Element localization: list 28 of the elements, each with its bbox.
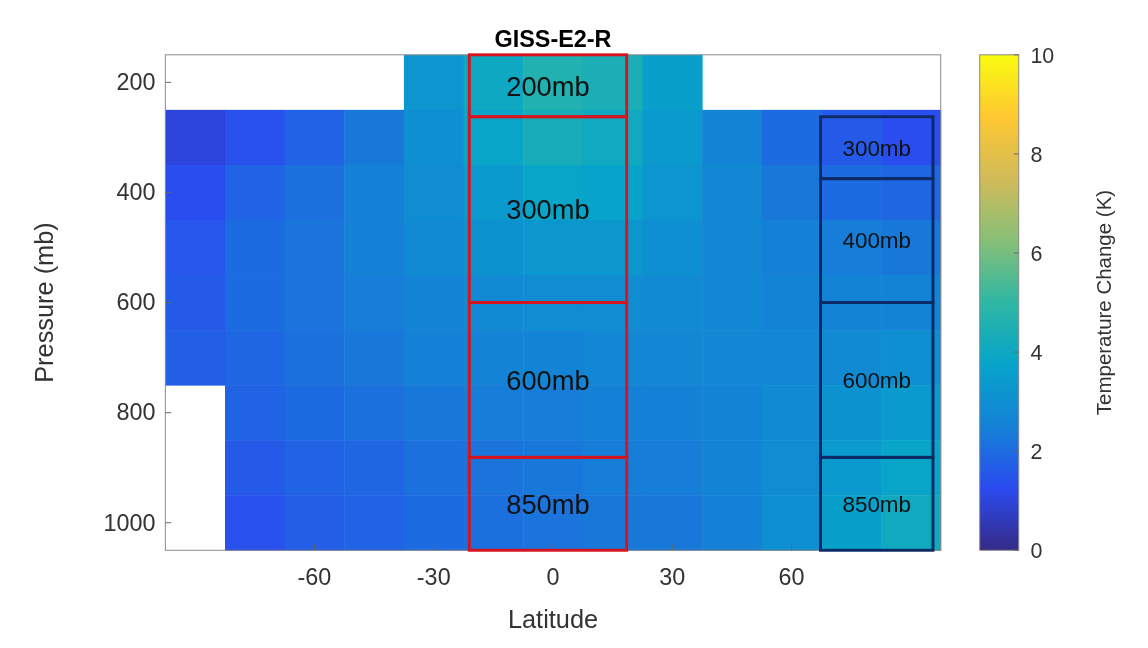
chart-title: GISS-E2-R: [494, 26, 612, 53]
y-tick-label: 600: [116, 289, 156, 316]
color-bar-label: 6: [1030, 241, 1043, 266]
y-axis-title: Pressure (mb): [30, 222, 59, 383]
color-bar-label: 8: [1030, 142, 1043, 167]
x-tick-label: 30: [659, 564, 686, 591]
x-axis-title: Latitude: [507, 605, 599, 634]
annotation: 600mb: [842, 367, 912, 393]
color-bar-title: Temperature Change (K): [1092, 189, 1116, 416]
annotation: 850mb: [506, 488, 590, 520]
y-tick-label: 400: [116, 179, 156, 206]
annotation: 300mb: [842, 135, 912, 161]
y-tick-label: 800: [116, 399, 156, 426]
color-bar-label: 0: [1030, 539, 1043, 564]
x-tick-label: -60: [297, 564, 332, 591]
annotation: 400mb: [842, 228, 912, 254]
x-tick-label: 60: [778, 564, 805, 591]
y-tick-label: 1000: [103, 509, 156, 536]
color-bar-label: 10: [1030, 43, 1055, 68]
annotation: 200mb: [506, 70, 590, 102]
color-bar-label: 4: [1030, 340, 1043, 365]
annotation: 850mb: [842, 491, 912, 517]
y-tick-label: 200: [116, 69, 156, 96]
x-tick-label: 0: [546, 564, 560, 591]
color-bar-label: 2: [1030, 439, 1043, 464]
annotation: 600mb: [506, 364, 590, 396]
annotation: 300mb: [506, 194, 590, 226]
x-tick-label: -30: [416, 564, 451, 591]
